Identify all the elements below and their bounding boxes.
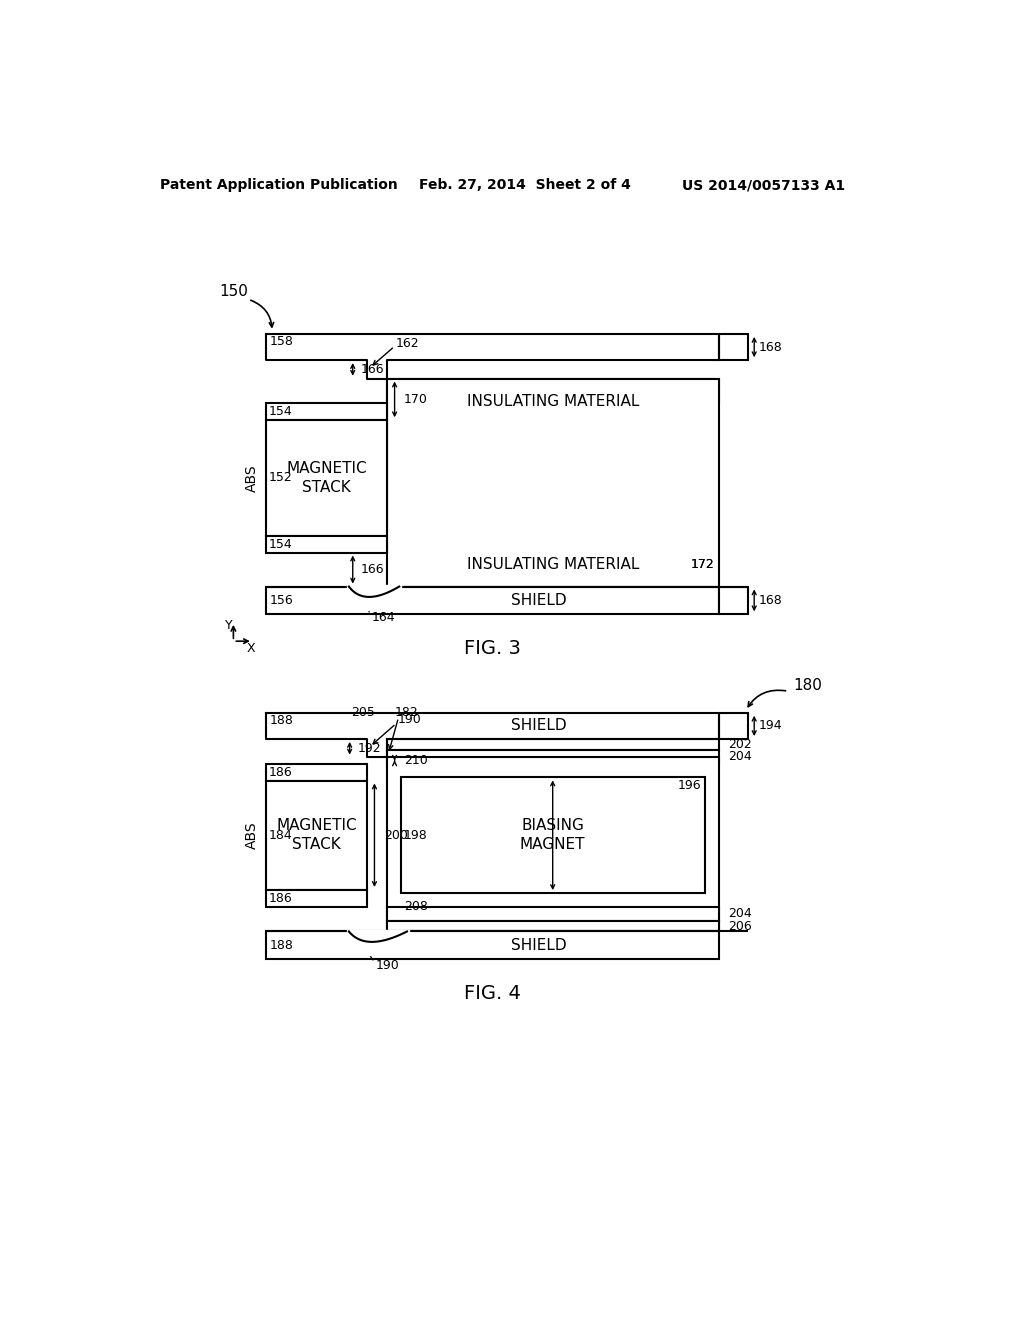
- Text: STACK: STACK: [302, 479, 351, 495]
- Text: 186: 186: [269, 892, 293, 906]
- Text: SHIELD: SHIELD: [511, 593, 566, 609]
- Text: Feb. 27, 2014  Sheet 2 of 4: Feb. 27, 2014 Sheet 2 of 4: [419, 178, 631, 193]
- Bar: [387, 739, 719, 750]
- Text: 172: 172: [691, 558, 715, 572]
- Text: 164: 164: [372, 611, 395, 624]
- Bar: [387, 921, 719, 932]
- Text: 204: 204: [728, 750, 752, 763]
- Bar: [387, 379, 719, 404]
- Text: FIG. 3: FIG. 3: [464, 639, 520, 659]
- Bar: [387, 907, 719, 921]
- Text: 154: 154: [269, 537, 293, 550]
- Text: BIASING: BIASING: [521, 818, 584, 833]
- Text: 168: 168: [759, 341, 782, 354]
- Text: INSULATING MATERIAL: INSULATING MATERIAL: [467, 383, 639, 399]
- Bar: [266, 536, 387, 553]
- Text: 162: 162: [396, 337, 420, 350]
- Text: Y: Y: [225, 619, 232, 632]
- Text: 172: 172: [691, 558, 715, 572]
- Bar: [266, 763, 367, 780]
- Text: Patent Application Publication: Patent Application Publication: [160, 178, 398, 193]
- Text: 206: 206: [728, 920, 752, 933]
- Text: 204: 204: [728, 907, 752, 920]
- Text: MAGNET: MAGNET: [520, 837, 586, 851]
- Bar: [719, 713, 748, 739]
- Bar: [719, 586, 748, 614]
- Text: FIG. 4: FIG. 4: [464, 985, 520, 1003]
- Text: 200: 200: [384, 829, 408, 842]
- Text: 202: 202: [728, 738, 752, 751]
- Text: 166: 166: [360, 564, 384, 576]
- Text: INSULATING MATERIAL: INSULATING MATERIAL: [467, 557, 639, 573]
- Polygon shape: [266, 334, 719, 379]
- Text: INSULATING MATERIAL: INSULATING MATERIAL: [467, 395, 639, 409]
- Text: 184: 184: [269, 829, 293, 842]
- Text: X: X: [246, 643, 255, 656]
- Text: MAGNETIC: MAGNETIC: [286, 461, 367, 477]
- Bar: [266, 780, 367, 890]
- Bar: [400, 777, 705, 892]
- Text: MAGNET: MAGNET: [520, 478, 586, 494]
- Text: 154: 154: [269, 405, 293, 418]
- Text: 154: 154: [676, 412, 700, 425]
- Text: 198: 198: [403, 829, 428, 842]
- Text: 180: 180: [793, 678, 822, 693]
- Text: 208: 208: [403, 900, 428, 913]
- Text: 190: 190: [397, 713, 422, 726]
- Bar: [266, 420, 387, 536]
- Text: 196: 196: [678, 779, 701, 792]
- Text: SHIELD: SHIELD: [511, 718, 566, 734]
- Text: 156: 156: [270, 594, 294, 607]
- Bar: [266, 890, 367, 907]
- Bar: [402, 409, 703, 548]
- Text: 188: 188: [270, 714, 294, 727]
- Text: ABS: ABS: [245, 821, 259, 849]
- Bar: [266, 932, 719, 960]
- Text: 186: 186: [269, 766, 293, 779]
- Text: 150: 150: [219, 284, 248, 300]
- Text: 192: 192: [357, 742, 381, 755]
- Text: 152: 152: [269, 471, 293, 484]
- Text: 210: 210: [403, 754, 428, 767]
- Text: ABS: ABS: [245, 465, 259, 492]
- Text: 168: 168: [759, 594, 782, 607]
- Polygon shape: [266, 713, 719, 758]
- Text: 194: 194: [759, 719, 782, 733]
- Text: 190: 190: [376, 958, 399, 972]
- Text: SHIELD: SHIELD: [511, 937, 566, 953]
- Bar: [719, 334, 748, 360]
- Text: 182: 182: [394, 705, 419, 718]
- Text: 158: 158: [270, 335, 294, 348]
- Text: BIASING: BIASING: [521, 463, 584, 478]
- Bar: [387, 758, 719, 932]
- Text: 205: 205: [351, 705, 375, 718]
- Bar: [387, 750, 719, 763]
- Text: STACK: STACK: [292, 837, 341, 851]
- Text: 170: 170: [403, 393, 428, 407]
- Text: US 2014/0057133 A1: US 2014/0057133 A1: [682, 178, 845, 193]
- Text: 188: 188: [270, 939, 294, 952]
- Bar: [387, 379, 719, 586]
- Bar: [266, 586, 719, 614]
- Text: MAGNETIC: MAGNETIC: [276, 818, 356, 833]
- Text: 166: 166: [360, 363, 384, 376]
- Bar: [266, 404, 387, 420]
